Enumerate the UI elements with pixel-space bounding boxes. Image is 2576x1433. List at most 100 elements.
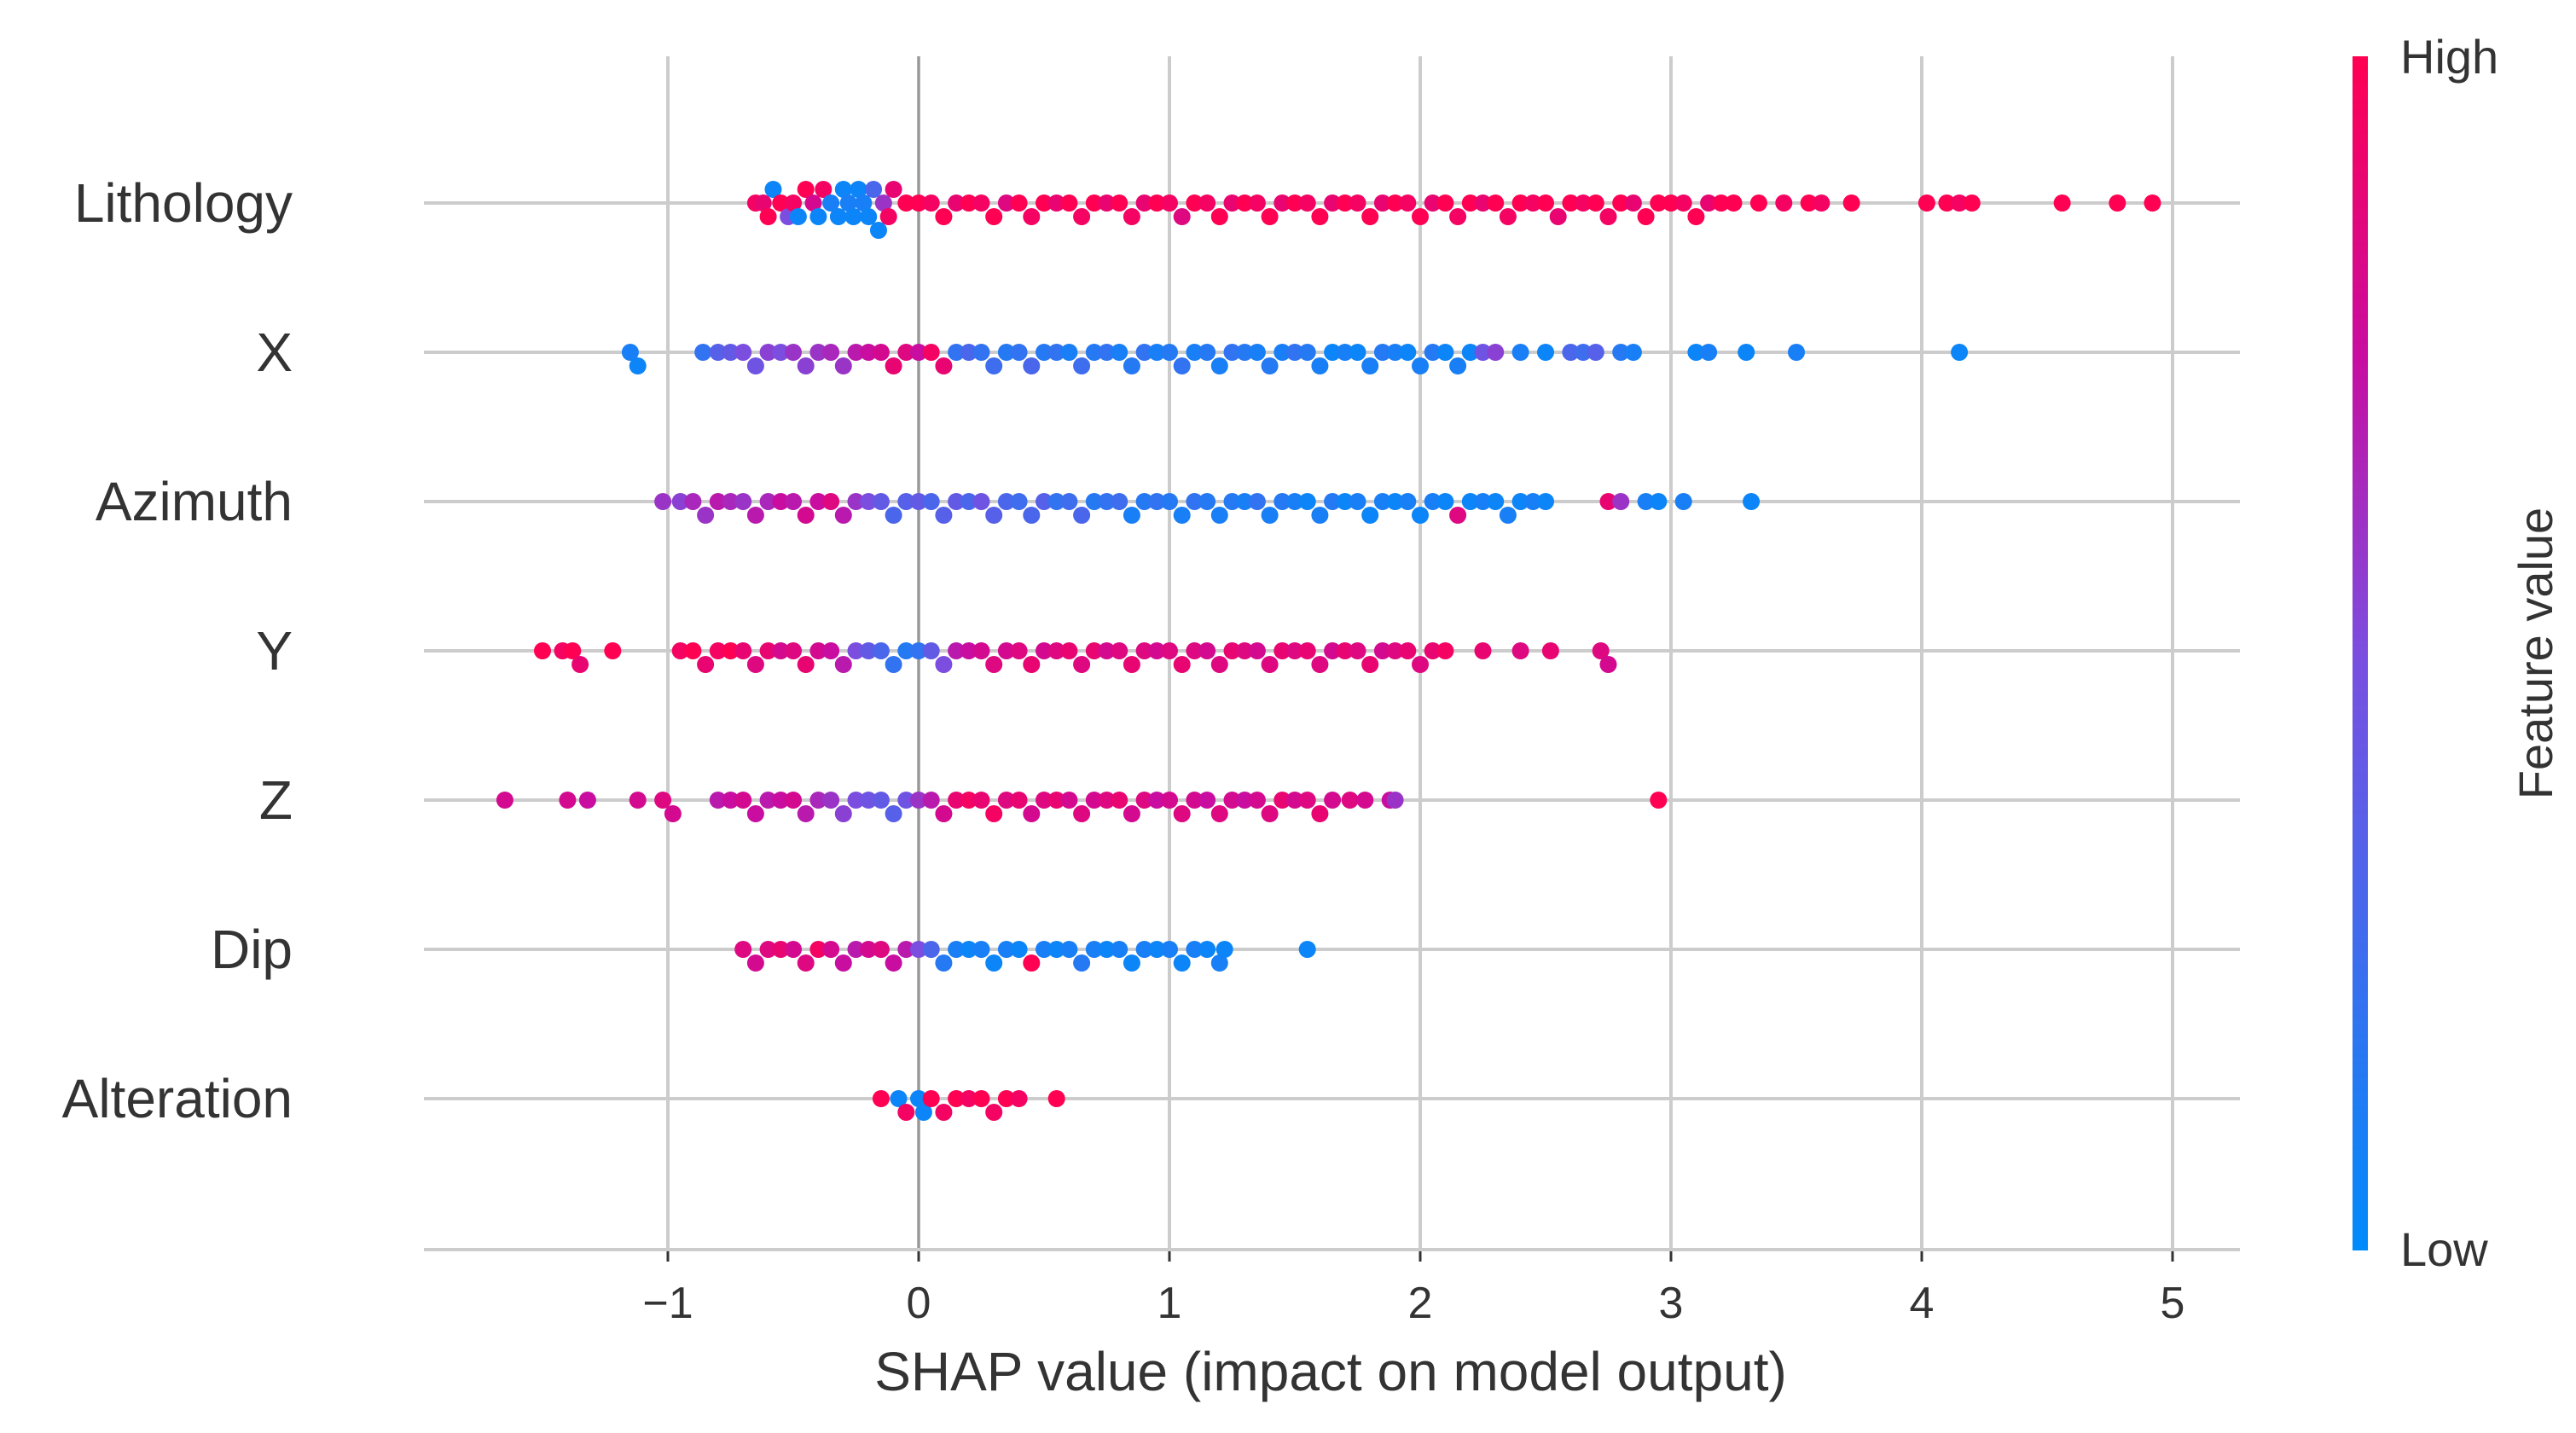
- shap-point: [1273, 642, 1291, 659]
- shap-point: [1047, 493, 1065, 510]
- shap-point: [578, 792, 596, 809]
- shap-point: [1324, 194, 1342, 212]
- shap-point: [922, 194, 940, 212]
- shap-point: [1098, 792, 1116, 809]
- shap-point: [722, 642, 740, 659]
- shap-point: [1499, 507, 1517, 524]
- shap-point: [1612, 344, 1630, 361]
- shap-point: [1474, 194, 1492, 212]
- shap-point: [1060, 344, 1078, 361]
- shap-point: [874, 194, 892, 212]
- shap-point: [1356, 792, 1374, 809]
- shap-point: [789, 208, 807, 225]
- shap-point: [1637, 208, 1655, 225]
- shap-point: [694, 344, 712, 361]
- shap-point: [1111, 344, 1128, 361]
- shap-point: [897, 1104, 915, 1121]
- shap-point: [1161, 194, 1178, 212]
- shap-point: [1036, 344, 1053, 361]
- shap-point: [872, 642, 890, 659]
- shap-point: [897, 493, 915, 510]
- shap-point: [1210, 357, 1228, 374]
- shap-point: [872, 344, 890, 361]
- shap-point: [1286, 493, 1303, 510]
- shap-point: [1587, 344, 1604, 361]
- shap-point: [1324, 642, 1342, 659]
- shap-point: [1023, 357, 1041, 374]
- shap-point: [885, 656, 902, 673]
- shap-point: [960, 493, 978, 510]
- shap-point: [985, 954, 1003, 972]
- shap-point: [1449, 507, 1467, 524]
- shap-point: [785, 941, 802, 958]
- shap-point: [1148, 642, 1166, 659]
- shap-point: [1261, 208, 1279, 225]
- shap-point: [1592, 642, 1610, 659]
- shap-point: [1386, 493, 1404, 510]
- shap-point: [797, 507, 815, 524]
- shap-point: [1223, 344, 1241, 361]
- shap-point: [785, 642, 802, 659]
- shap-point: [997, 1090, 1015, 1107]
- shap-point: [1424, 493, 1442, 510]
- shap-point: [860, 642, 878, 659]
- shap-point: [1687, 208, 1705, 225]
- shap-point: [1461, 194, 1479, 212]
- shap-point: [797, 181, 815, 198]
- shap-point: [1173, 954, 1191, 972]
- shap-point: [1487, 344, 1505, 361]
- shap-point: [935, 357, 953, 374]
- shap-point: [772, 941, 790, 958]
- shap-point: [1349, 194, 1366, 212]
- shap-point: [860, 792, 878, 809]
- shap-point: [860, 493, 878, 510]
- shap-point: [797, 357, 815, 374]
- shap-point: [1273, 344, 1291, 361]
- shap-point: [1800, 194, 1818, 212]
- shap-point: [922, 1090, 940, 1107]
- colorbar-low-label: Low: [2400, 1222, 2488, 1276]
- shap-point: [1951, 344, 1969, 361]
- shap-point: [1236, 642, 1254, 659]
- shap-point: [629, 357, 647, 374]
- shap-point: [1123, 954, 1140, 972]
- shap-point: [1436, 493, 1454, 510]
- shap-point: [1273, 194, 1291, 212]
- shap-point: [1474, 642, 1492, 659]
- shap-point: [1215, 941, 1233, 958]
- shap-point: [1524, 493, 1542, 510]
- shap-point: [1687, 344, 1705, 361]
- shap-point: [1361, 357, 1379, 374]
- shap-point: [822, 344, 840, 361]
- shap-point: [1085, 493, 1103, 510]
- shap-point: [1650, 792, 1668, 809]
- shap-point: [972, 941, 990, 958]
- shap-point: [1298, 344, 1316, 361]
- shap-point: [948, 642, 966, 659]
- shap-point: [1010, 493, 1028, 510]
- shap-point: [910, 1090, 927, 1107]
- shap-point: [1298, 941, 1316, 958]
- shap-point: [1060, 194, 1078, 212]
- shap-point: [1010, 941, 1028, 958]
- shap-point: [922, 493, 940, 510]
- shap-point: [1186, 194, 1204, 212]
- shap-point: [1361, 208, 1379, 225]
- shap-point: [1047, 792, 1065, 809]
- shap-point: [997, 642, 1015, 659]
- shap-point: [1712, 194, 1730, 212]
- shap-point: [759, 344, 777, 361]
- shap-point: [834, 507, 852, 524]
- shap-point: [1261, 805, 1279, 822]
- shap-point: [604, 642, 622, 659]
- shap-point: [1412, 357, 1429, 374]
- shap-point: [910, 941, 927, 958]
- shap-point: [1461, 493, 1479, 510]
- shap-point: [1223, 194, 1241, 212]
- shap-point: [772, 792, 790, 809]
- shap-point: [2053, 194, 2071, 212]
- shap-point: [1036, 941, 1053, 958]
- shap-point: [759, 642, 777, 659]
- shap-point: [1524, 194, 1542, 212]
- shap-point: [1373, 493, 1391, 510]
